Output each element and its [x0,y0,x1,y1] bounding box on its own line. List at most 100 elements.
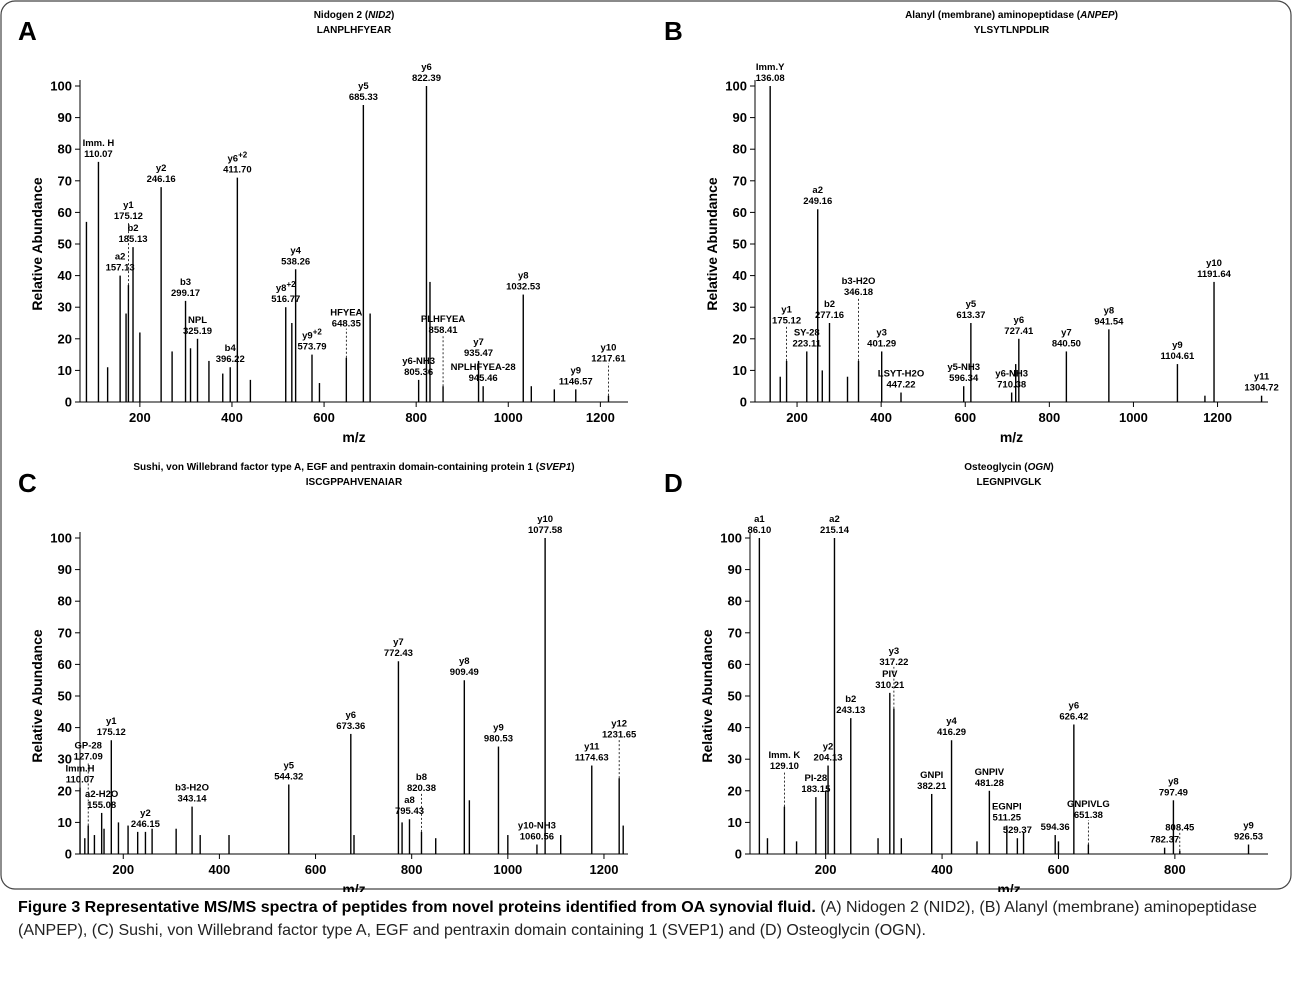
ion-label: NPLHFYEA-28 [451,362,516,373]
ion-label: y8 [1104,305,1115,316]
ion-label: y8 [459,656,470,667]
x-tick-label: 200 [112,862,134,877]
ion-label: y6 [346,710,357,721]
ion-label: a2 [829,514,840,525]
y-axis-label: Relative Abundance [29,629,45,763]
y-tick-label: 30 [58,752,72,767]
x-tick-label: 800 [1164,862,1186,877]
ion-label: NPL [188,315,207,326]
mz-label: 1217.61 [591,353,626,364]
mz-label: 808.45 [1165,823,1195,834]
mz-label: 447.22 [886,380,915,391]
mz-label: 573.79 [297,342,326,353]
mz-label: 529.37 [1003,825,1032,836]
y-tick-label: 30 [58,300,72,315]
mz-label: 175.12 [97,727,126,738]
mz-label: 185.13 [118,234,147,245]
ion-label: y7 [393,637,404,648]
ion-label: y1 [781,304,792,315]
y-tick-label: 0 [65,847,72,862]
mz-label: 382.21 [917,781,947,792]
mz-label: 246.15 [131,819,161,830]
ion-label: b3-H2O [842,276,876,287]
ion-label: b2 [824,299,835,310]
panel: C Sushi, von Willebrand factor type A, EG… [18,462,637,892]
mz-label: 1104.61 [1161,351,1196,362]
mz-label: 183.15 [801,784,831,795]
chart-subtitle: LEGNPIVGLK [976,477,1042,488]
ion-label: b2 [845,694,856,705]
mz-label: 805.36 [404,367,433,378]
ion-label: Imm. H [83,138,115,149]
chart-title: Alanyl (membrane) aminopeptidase (ANPEP) [905,10,1118,21]
y-tick-label: 50 [733,237,747,252]
y-tick-label: 40 [58,720,72,735]
mz-label: 538.26 [281,256,310,267]
mz-label: 516.77 [271,294,300,305]
y-tick-label: 50 [728,689,742,704]
x-tick-label: 400 [209,862,231,877]
ion-label: y10 [601,342,617,353]
mz-label: 129.10 [770,761,799,772]
mz-label: 396.22 [216,354,245,365]
ion-label: y11 [1254,372,1270,383]
y-tick-label: 70 [733,173,747,188]
mz-label: 401.29 [867,338,896,349]
mz-label: 926.53 [1234,832,1263,843]
mz-label: 840.50 [1052,338,1081,349]
ion-label: a2 [115,252,126,263]
ion-label: GP-28 [74,741,101,752]
ion-label: EGNPI [992,802,1022,813]
ion-label: a1 [754,514,765,525]
ion-label: b3 [180,277,191,288]
panel-letter: B [664,16,683,46]
ion-label: Imm. K [769,750,801,761]
mz-label: 157.13 [106,263,135,274]
y-tick-label: 10 [728,815,742,830]
y-tick-label: 80 [733,142,747,157]
mz-label: 277.16 [815,310,844,321]
x-tick-label: 1200 [586,410,615,425]
mz-label: 909.49 [450,667,479,678]
panel-letter: C [18,468,37,498]
ion-label: y9 [493,723,504,734]
ion-label: y10 [537,514,553,525]
ion-label: Imm.Y [756,62,785,73]
mz-label: 223.11 [792,338,821,349]
y-tick-label: 60 [58,205,72,220]
x-axis-label: m/z [342,881,365,892]
mz-label: 544.32 [274,771,303,782]
x-tick-label: 800 [405,410,427,425]
x-axis-label: m/z [1000,429,1023,445]
ion-label: a8 [404,795,415,806]
mz-label: 511.25 [993,813,1022,824]
ion-label: GNPI [920,770,943,781]
ion-label: y2 [140,808,151,819]
ion-label: y6 [1069,700,1080,711]
y-axis-label: Relative Abundance [704,177,720,311]
caption: Figure 3 Representative MS/MS spectra of… [18,896,1280,942]
y-tick-label: 100 [725,79,747,94]
ion-label: y8 [518,271,529,282]
ion-label: y1 [106,716,117,727]
mz-label: 310.21 [875,680,905,691]
y-tick-label: 80 [58,594,72,609]
x-axis-label: m/z [342,429,365,445]
mz-label: 1032.53 [506,282,540,293]
ion-label: y11 [584,742,600,753]
y-tick-label: 100 [50,531,72,546]
ion-label: y9 [1243,821,1254,832]
ion-label: LSYT-H2O [878,369,924,380]
mz-label: 1231.65 [602,730,637,741]
mz-label: 1060.56 [520,832,554,843]
ion-label: y6 [421,62,432,73]
ion-label: GNPIV [975,767,1005,778]
mz-label: 858.41 [429,325,459,336]
x-tick-label: 1000 [1119,410,1148,425]
y-tick-label: 20 [58,783,72,798]
mz-label: 941.54 [1094,316,1124,327]
ion-label: y2 [156,163,167,174]
ion-label: y9 [1172,340,1183,351]
mz-label: 215.14 [820,525,850,536]
ion-label: HFYEA [330,308,362,319]
